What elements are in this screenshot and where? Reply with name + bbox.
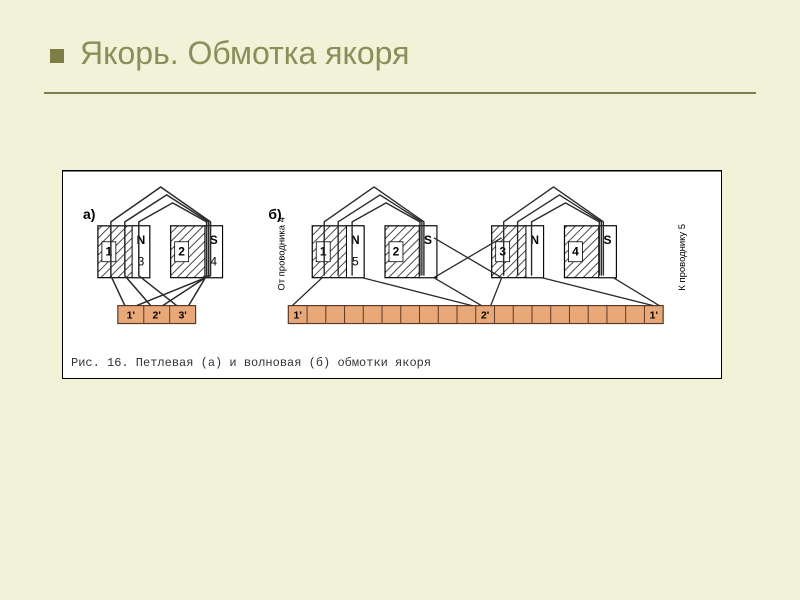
- svg-text:S: S: [604, 233, 612, 247]
- svg-text:От проводника 4: От проводника 4: [276, 217, 287, 291]
- svg-text:1: 1: [320, 245, 327, 259]
- svg-text:1': 1': [127, 311, 135, 322]
- title-text: Якорь. Обмотка якоря: [80, 35, 409, 71]
- svg-text:2: 2: [178, 245, 185, 259]
- figure-caption: Рис. 16. Петлевая (а) и волновая (б) обм…: [63, 350, 721, 378]
- armature-winding-diagram: а)1N32S41'2'3'б)1N52S3N4S1'2'1'От провод…: [63, 171, 721, 350]
- svg-text:2: 2: [393, 245, 400, 259]
- title-underline: [44, 92, 756, 94]
- slide: Якорь. Обмотка якоря а)1N32S41'2'3'б)1N5…: [0, 0, 800, 600]
- svg-text:5: 5: [352, 255, 359, 269]
- svg-text:1': 1': [294, 311, 302, 322]
- svg-text:К проводнику 5: К проводнику 5: [677, 224, 688, 291]
- svg-text:4: 4: [210, 255, 217, 269]
- svg-text:4: 4: [572, 245, 579, 259]
- svg-text:3: 3: [499, 245, 506, 259]
- svg-text:3': 3': [178, 311, 186, 322]
- svg-text:1': 1': [650, 311, 658, 322]
- svg-text:S: S: [424, 233, 432, 247]
- figure: а)1N32S41'2'3'б)1N52S3N4S1'2'1'От провод…: [62, 170, 722, 379]
- svg-text:2': 2': [481, 311, 489, 322]
- svg-text:N: N: [137, 233, 146, 247]
- svg-text:а): а): [83, 206, 95, 222]
- slide-title: Якорь. Обмотка якоря: [50, 35, 409, 72]
- svg-text:2': 2': [153, 311, 161, 322]
- bullet-square-icon: [50, 49, 64, 63]
